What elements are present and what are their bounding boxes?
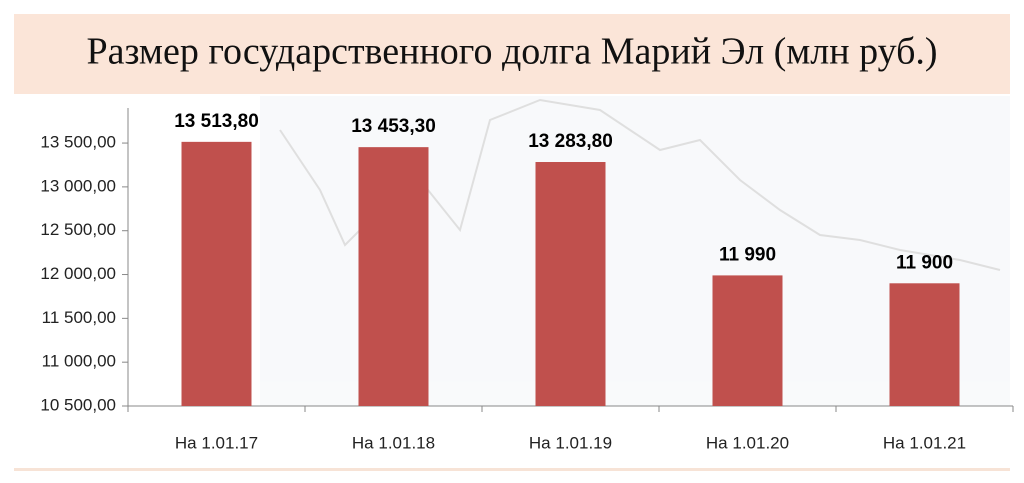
x-tick-label: На 1.01.20 <box>706 433 789 452</box>
bar <box>181 141 252 406</box>
x-tick-label: На 1.01.21 <box>883 433 966 452</box>
bar <box>358 147 429 406</box>
value-label: 11 900 <box>896 252 953 273</box>
x-tick-label: На 1.01.17 <box>175 433 258 452</box>
value-label: 13 513,80 <box>174 111 259 132</box>
value-label: 13 453,30 <box>351 116 436 137</box>
bar <box>535 162 606 406</box>
y-tick-label: 13 500,00 <box>40 133 116 152</box>
y-tick-label: 13 000,00 <box>40 176 116 195</box>
bar <box>889 283 960 406</box>
y-tick-label: 10 500,00 <box>40 395 116 414</box>
y-tick-label: 12 000,00 <box>40 264 116 283</box>
y-tick-label: 11 500,00 <box>42 308 116 327</box>
bar <box>712 275 783 406</box>
value-label: 13 283,80 <box>528 131 613 152</box>
value-label: 11 990 <box>719 244 776 265</box>
y-tick-label: 12 500,00 <box>40 220 116 239</box>
title-band <box>14 14 1010 94</box>
x-tick-label: На 1.01.19 <box>529 433 612 452</box>
y-tick-label: 11 000,00 <box>42 352 116 371</box>
bottom-band <box>14 468 1010 471</box>
chart-title: Размер государственного долга Марий Эл (… <box>86 31 937 73</box>
x-tick-label: На 1.01.18 <box>352 433 435 452</box>
